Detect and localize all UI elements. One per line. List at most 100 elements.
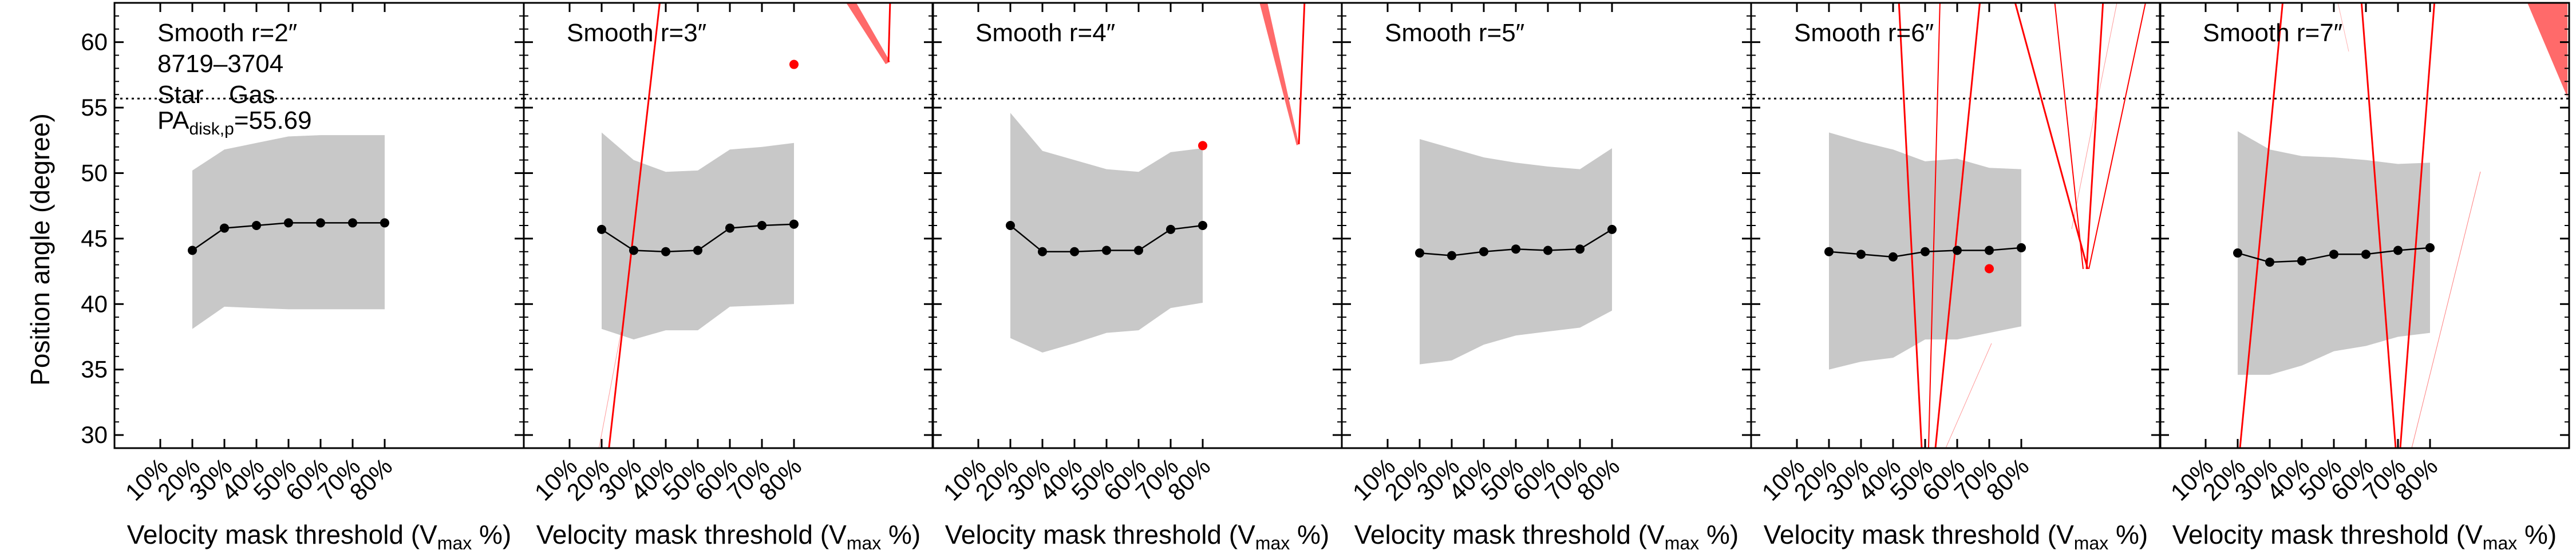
star-point [348,218,357,228]
star-point [1953,246,1962,255]
panel-5: 10%20%30%40%50%60%70%80%Velocity mask th… [1750,2,2162,553]
x-axis-label-end: %) [1290,520,1329,549]
gas-stroke [2239,3,2284,448]
x-axis-label: Velocity mask threshold (Vmax %) [2172,520,2557,553]
star-point [1511,244,1520,254]
star-point [1479,247,1488,256]
star-point [2361,250,2370,259]
star-point [725,223,734,233]
gas-stroke [2085,3,2104,270]
gas-artifacts [2239,3,2567,448]
x-axis-label-main: Velocity mask threshold (V [1764,520,2074,549]
gas-stroke [2054,3,2084,270]
star-point [1543,246,1552,255]
star-point [1102,246,1111,255]
uncertainty-band [602,132,794,340]
x-axis-label: Velocity mask threshold (Vmax %) [1354,520,1739,553]
star-point [220,223,229,233]
panel-title: Smooth r=5″ [1385,19,1524,47]
x-axis-label-sub: max [2074,533,2108,553]
panel-4: 10%20%30%40%50%60%70%80%Velocity mask th… [1341,2,1752,553]
x-axis-label: Velocity mask threshold (Vmax %) [127,520,511,553]
pa-value: =55.69 [234,106,312,134]
y-tick-label: 40 [81,290,108,317]
star-point [1575,244,1585,254]
gas-stroke [1298,3,1306,145]
star-point [252,221,261,230]
panel-title: Smooth r=2″ [157,19,297,47]
x-axis-label-end: %) [472,520,511,549]
gas-stroke [1928,3,1941,448]
x-axis-label-sub: max [847,533,881,553]
star-point [1166,224,1175,234]
x-axis-label: Velocity mask threshold (Vmax %) [1764,520,2148,553]
star-point [2329,250,2338,259]
star-point [2393,246,2403,255]
y-tick-label: 60 [81,29,108,56]
plot-area [1342,97,1751,365]
x-axis-label-sub: max [2483,533,2517,553]
x-axis-label-main: Velocity mask threshold (V [2172,520,2483,549]
gas-artifacts [1898,3,2146,448]
gas-stroke [1945,343,1992,448]
x-axis-label-sub: max [1665,533,1699,553]
star-point [188,246,197,255]
uncertainty-band [192,135,385,329]
star-point [757,221,767,230]
galaxy-id: 8719–3704 [157,50,283,78]
gas-fill [2527,3,2567,97]
pa-disk-label: PAdisk,p=55.69 [157,106,312,138]
pa-prefix: PA [157,106,189,134]
gas-stroke [2399,3,2436,448]
x-axis-label: Velocity mask threshold (Vmax %) [945,520,1329,553]
star-point [1856,250,1866,259]
star-point [2017,243,2026,252]
plot-area [1751,3,2160,448]
star-point [1134,246,1143,255]
gas-stroke [2088,3,2146,270]
panel-title: Smooth r=4″ [975,19,1115,47]
star-point [1921,247,1930,256]
x-axis-label-main: Velocity mask threshold (V [945,520,1255,549]
panel-1: 3035404550556010%20%30%40%50%60%70%80%Ve… [81,2,525,553]
gas-stroke [887,3,891,62]
x-axis-label-sub: max [1255,533,1290,553]
panel-3: 10%20%30%40%50%60%70%80%Velocity mask th… [931,2,1343,553]
y-tick-label: 35 [81,356,108,383]
star-point [693,246,702,255]
gas-artifacts [598,3,891,448]
star-point [2425,243,2435,252]
legend-gas: Gas [229,81,275,109]
star-point [284,218,293,228]
star-point [1415,248,1424,258]
x-axis-label-main: Velocity mask threshold (V [1354,520,1665,549]
star-point [2297,256,2306,266]
x-axis-label-end: %) [2108,520,2148,549]
gas-stroke [2337,3,2349,52]
x-axis-label-end: %) [1699,520,1739,549]
star-point [1888,252,1898,262]
star-point [1038,247,1047,256]
uncertainty-band [1010,113,1203,353]
y-tick-label: 50 [81,159,108,186]
star-point [1607,224,1617,234]
plot-area [933,3,1342,353]
star-point [1006,221,1015,230]
star-point [789,219,799,229]
y-tick-label: 30 [81,421,108,448]
star-point [316,218,325,228]
x-axis-label: Velocity mask threshold (Vmax %) [536,520,920,553]
y-tick-label: 45 [81,225,108,252]
gas-stroke [598,331,622,448]
star-point [2265,258,2274,267]
star-point [1824,247,1834,256]
legend-star: Star [157,81,204,109]
x-axis-label-sub: max [437,533,472,553]
gas-point [1985,264,1994,274]
star-point [1447,251,1456,260]
panels: 30 35 40 45 50 55 60 10%20%30%40%50%60%70%80%Ve… [81,2,2570,553]
panel-title: Smooth r=6″ [1794,19,1934,47]
gas-stroke [1934,3,1981,448]
plot-area [114,97,524,329]
